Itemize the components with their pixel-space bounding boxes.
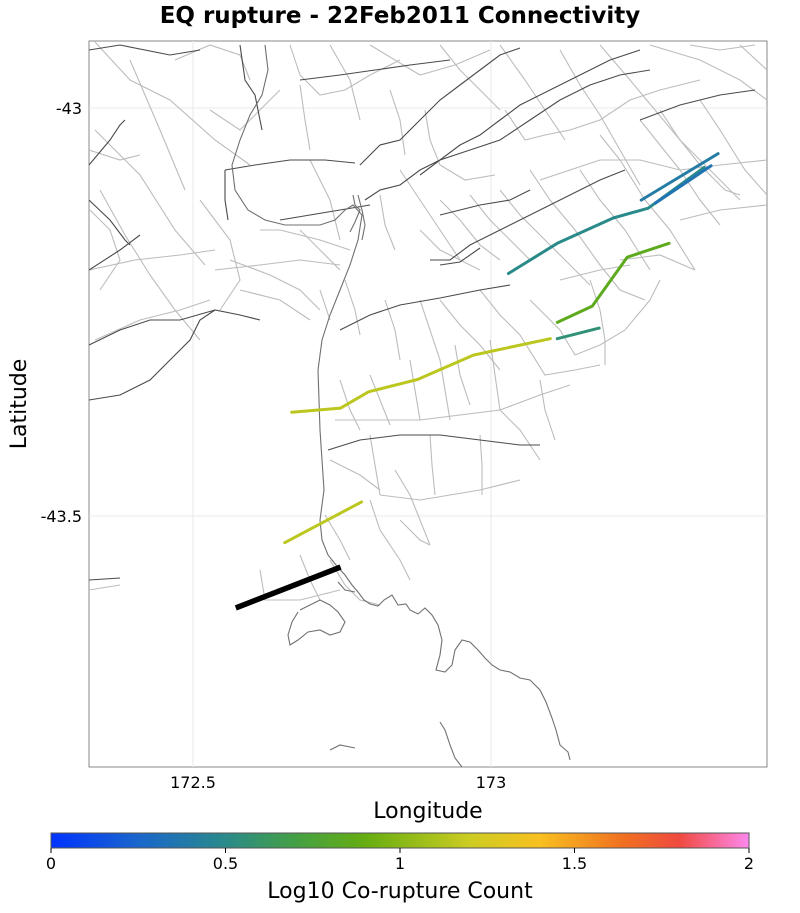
connected-fault-5 [290,337,552,414]
cb-tick-0: 0 [46,854,56,873]
connected-fault-1 [639,152,720,202]
rupture-layer [234,564,342,611]
plot-area [88,40,768,768]
y-tick-43-5: -43.5 [41,507,82,526]
connected-fault-6 [283,500,364,545]
connected-fault-4 [555,241,671,324]
x-tick-173: 173 [476,773,507,792]
coastline [231,44,571,767]
connected-fault-3 [555,326,601,341]
colored-faults [283,152,720,545]
colorbar [50,832,750,849]
rupture-trace [234,564,342,611]
colorbar-label: Log10 Co-rupture Count [267,879,533,904]
colorbar-ticks [50,848,750,853]
y-axis-label: Latitude [7,359,32,450]
x-axis-label: Longitude [373,799,482,824]
y-tick-43: -43 [56,99,82,118]
cb-tick-1-5: 1.5 [562,854,587,873]
x-tick-172-5: 172.5 [170,773,216,792]
connected-fault-2 [653,164,713,205]
fault-network-dark [89,44,756,581]
cb-tick-1: 1 [395,854,405,873]
fault-network-light [89,41,767,606]
cb-tick-0-5: 0.5 [213,854,238,873]
grid [89,41,767,767]
cb-tick-2: 2 [744,854,754,873]
chart-title: EQ rupture - 22Feb2011 Connectivity [160,3,641,29]
